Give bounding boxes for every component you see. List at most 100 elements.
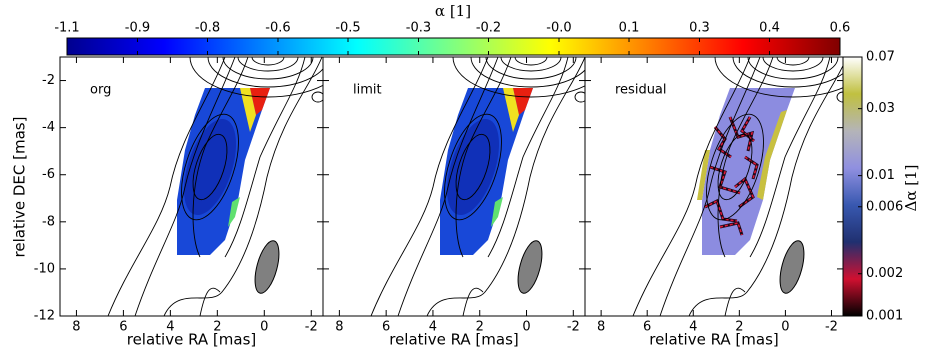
- contour: [717, 57, 774, 258]
- contour: [370, 57, 489, 316]
- contour: [397, 57, 499, 316]
- spectral-map-edge: [250, 88, 270, 115]
- contour: [455, 133, 491, 201]
- colorbar-tick-label: -0.2: [476, 21, 501, 36]
- contour: [470, 57, 585, 88]
- colorbar-tick-label: -1.1: [54, 21, 79, 36]
- residual-speck: [714, 126, 732, 158]
- residual-speck: [719, 222, 743, 236]
- contour: [444, 113, 502, 221]
- panel-content: [632, 57, 843, 316]
- contour: [776, 57, 810, 66]
- y-tick-label: -4: [42, 120, 55, 135]
- contour: [189, 57, 323, 98]
- panel: [370, 57, 585, 316]
- x-tick-label: 2: [735, 320, 743, 335]
- panel-content: [107, 57, 323, 316]
- contour: [251, 57, 285, 66]
- y-tick-label: -2: [42, 73, 55, 88]
- contour: [199, 287, 221, 316]
- contour: [222, 57, 314, 80]
- y-axis-label: relative DEC [mas]: [11, 117, 29, 258]
- x-tick-label: 2: [213, 320, 221, 335]
- contour: [714, 57, 843, 98]
- contour: [455, 57, 512, 258]
- colorbar-label: α [1]: [435, 2, 471, 20]
- x-tick-label: 4: [689, 320, 697, 335]
- spectral-map-edge: [491, 197, 503, 227]
- x-tick-label: 8: [72, 320, 80, 335]
- beam: [254, 240, 280, 294]
- spectral-map-edge: [503, 88, 519, 132]
- panel-frame: [584, 56, 844, 317]
- y-tick-label: -10: [34, 261, 55, 276]
- residual-speck: [741, 116, 755, 142]
- x-tick-label: 2: [476, 320, 484, 335]
- panel-title: org: [90, 83, 111, 98]
- y-tick-label: -8: [42, 214, 55, 229]
- contour: [181, 113, 239, 221]
- residual-speck: [734, 177, 754, 208]
- x-axis-label: relative RA [mas]: [389, 331, 519, 349]
- colorbar-tick-label: 0.3: [689, 21, 710, 36]
- contour: [632, 57, 751, 316]
- contour: [514, 57, 548, 66]
- colorbar-tick-label: -0.9: [125, 21, 150, 36]
- spectral-map-core: [183, 118, 237, 216]
- x-tick-label: 0: [522, 320, 530, 335]
- x-tick-label: 0: [260, 320, 268, 335]
- contour: [311, 91, 323, 103]
- contour: [426, 57, 585, 316]
- colorbar2-tick-label: 0.001: [866, 309, 903, 324]
- x-tick-label: 0: [781, 320, 789, 335]
- y-tick-label: -12: [34, 309, 55, 324]
- contour: [107, 57, 226, 316]
- contour: [192, 133, 228, 201]
- colorbar-tick-label: -0.8: [195, 21, 220, 36]
- spectral-map-core: [446, 118, 500, 216]
- contour: [462, 287, 484, 316]
- x-tick-label: -2: [825, 320, 838, 335]
- contour: [192, 57, 249, 258]
- contour: [747, 57, 839, 80]
- colorbar: [66, 37, 841, 56]
- x-tick-label: 6: [643, 320, 651, 335]
- colorbar-tick-label: -0.6: [265, 21, 290, 36]
- contour: [732, 57, 843, 88]
- contour: [134, 57, 236, 316]
- contour: [485, 57, 577, 80]
- colorbar2-tick-label: 0.002: [866, 266, 903, 281]
- colorbar2-tick-label: 0.01: [866, 168, 895, 183]
- x-tick-label: -2: [305, 320, 318, 335]
- contour: [237, 57, 299, 72]
- contour: [659, 57, 761, 316]
- colorbar2-tick-label: 0.006: [866, 199, 903, 214]
- y-tick-label: -6: [42, 167, 55, 182]
- contour: [500, 57, 562, 72]
- contour: [836, 91, 843, 103]
- colorbar-tick-label: 0.1: [619, 21, 640, 36]
- contour: [452, 57, 585, 98]
- spectral-map-edge: [240, 88, 256, 132]
- x-tick-label: 8: [597, 320, 605, 335]
- residual-speck: [704, 199, 738, 222]
- residual-speck: [744, 155, 759, 180]
- colorbar-tick-label: 0.4: [759, 21, 780, 36]
- colorbar2-tick-label: 0.03: [866, 101, 895, 116]
- beam: [517, 240, 543, 294]
- colorbar-tick-label: -0.0: [546, 21, 571, 36]
- panel-title: residual: [615, 83, 667, 98]
- residual-speck: [709, 166, 741, 194]
- x-axis-label: relative RA [mas]: [649, 331, 779, 349]
- colorbar-tick-label: -0.3: [406, 21, 431, 36]
- x-tick-label: -2: [567, 320, 580, 335]
- panel: [107, 57, 323, 316]
- beam: [779, 240, 805, 294]
- contour: [724, 287, 746, 316]
- spectral-map-edge: [228, 197, 240, 227]
- x-tick-label: 6: [119, 320, 127, 335]
- colorbar-tick-label: -0.5: [335, 21, 360, 36]
- residual-speck: [729, 116, 754, 152]
- contour: [762, 57, 824, 72]
